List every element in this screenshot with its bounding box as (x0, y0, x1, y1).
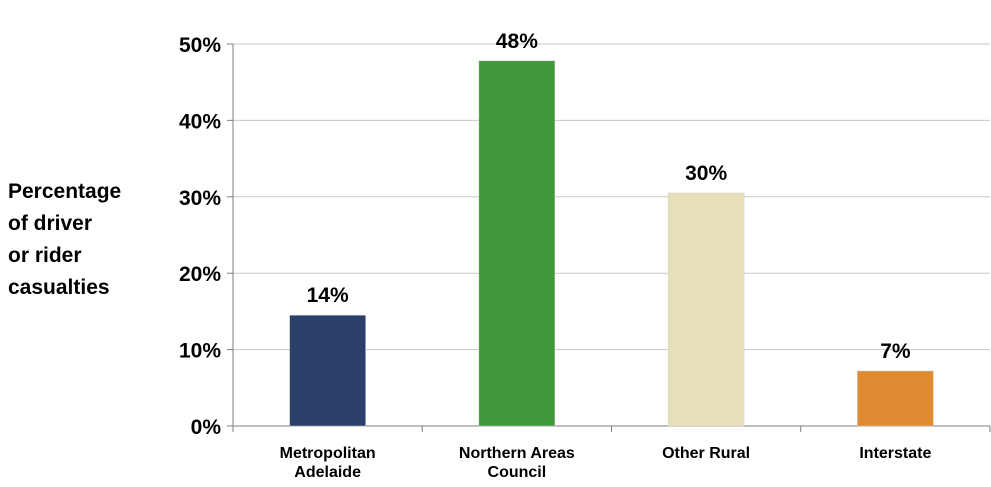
x-tick-label-line: Interstate (859, 445, 931, 462)
x-tick-label-line: Council (488, 464, 547, 481)
y-axis-title-line-2: of driver (8, 212, 92, 235)
y-tick-label: 20% (179, 263, 221, 286)
x-tick-label: Other Rural (662, 445, 750, 462)
y-axis-title: Percentage of driver or rider casualties (8, 180, 127, 299)
y-tick-label: 30% (179, 187, 221, 210)
data-label: 30% (685, 162, 727, 185)
gridlines (233, 43, 990, 351)
y-tick-label: 40% (179, 110, 221, 133)
data-label: 7% (880, 340, 911, 363)
data-label: 48% (496, 30, 538, 53)
bar (667, 192, 745, 427)
x-tick-label: Northern Areas Council (459, 445, 575, 481)
x-tick-label: Interstate (859, 445, 931, 462)
bars (289, 60, 934, 427)
y-axis-title-line-3: or rider (8, 244, 82, 267)
x-tick-label-line: Other Rural (662, 445, 750, 462)
bar (289, 314, 366, 427)
x-tick-label-line: Northern Areas (459, 445, 575, 462)
bar (857, 370, 934, 427)
y-tick-label: 0% (191, 416, 222, 439)
x-tick-label: Metropolitan Adelaide (280, 445, 376, 481)
y-tick-label: 10% (179, 340, 221, 363)
y-axis-title-line-1: Percentage (8, 180, 121, 203)
data-label: 14% (307, 284, 349, 307)
y-tick-label: 50% (179, 34, 221, 57)
x-tick-label-line: Adelaide (294, 464, 361, 481)
labels: 0% 10% 20% 30% 40% 50% 14% Metropolitan Adelaide… (179, 30, 932, 481)
x-tick-label-line: Metropolitan (280, 445, 376, 462)
bar (478, 60, 556, 427)
y-axis-title-line-4: casualties (8, 276, 110, 299)
